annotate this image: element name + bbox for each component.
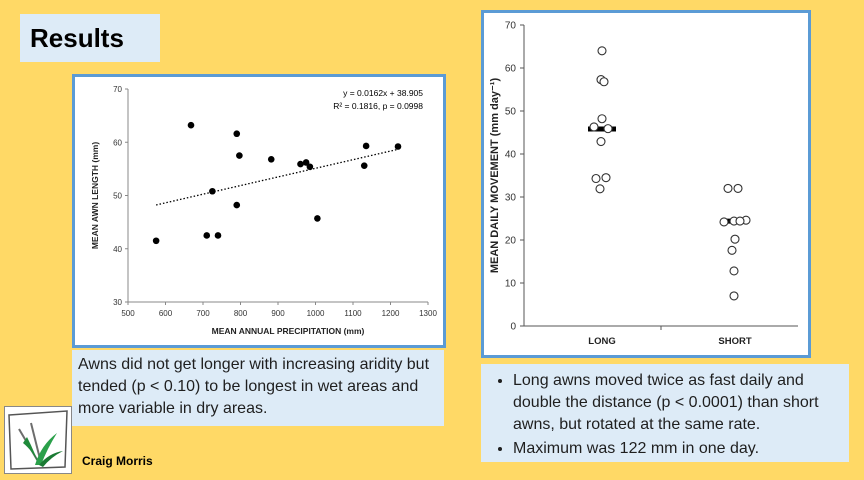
x-tick-label: 1000 bbox=[307, 309, 325, 318]
data-point bbox=[597, 46, 607, 56]
daily-movement-dot-chart: 0 10 20 30 40 50 60 70 LONG SHORT MEAN DAILY MOVEM… bbox=[489, 21, 798, 347]
y-tick-label: 40 bbox=[113, 245, 122, 254]
y-tick-label: 60 bbox=[505, 64, 517, 75]
y-axis-label: MEAN DAILY MOVEMENT (mm day⁻¹) bbox=[489, 78, 501, 274]
x-tick-label: 500 bbox=[121, 309, 135, 318]
data-point bbox=[362, 142, 370, 150]
regression-equation: y = 0.0162x + 38.905 bbox=[343, 88, 423, 98]
x-tick-label: 800 bbox=[234, 309, 248, 318]
regression-stats: R² = 0.1816, p = 0.0998 bbox=[333, 101, 423, 111]
bullet-item: Long awns moved twice as fast daily and … bbox=[513, 370, 839, 436]
slide-title: Results bbox=[20, 14, 160, 62]
y-tick-label: 0 bbox=[510, 322, 516, 333]
grass-seed-logo-icon bbox=[4, 406, 72, 474]
data-point bbox=[597, 114, 607, 124]
data-point bbox=[267, 155, 275, 163]
data-point bbox=[360, 162, 368, 169]
y-tick-label: 70 bbox=[113, 85, 122, 94]
data-point bbox=[603, 124, 613, 134]
data-point bbox=[735, 216, 745, 226]
y-tick-label: 60 bbox=[113, 138, 122, 147]
data-point bbox=[152, 237, 160, 245]
data-point bbox=[729, 291, 739, 301]
y-tick-label: 30 bbox=[505, 193, 517, 204]
data-point bbox=[733, 183, 743, 193]
y-tick-label: 30 bbox=[113, 298, 122, 307]
data-point bbox=[596, 136, 606, 147]
trendline bbox=[155, 148, 399, 206]
data-point bbox=[214, 232, 222, 239]
data-point bbox=[187, 121, 195, 129]
awn-length-chart-panel: 30 40 50 60 70 500 600 700 800 900 1000 1100 1200 130… bbox=[72, 74, 446, 348]
x-tick-label: 900 bbox=[271, 309, 285, 318]
data-point bbox=[589, 122, 599, 132]
y-tick-label: 70 bbox=[505, 21, 517, 32]
data-point bbox=[233, 130, 241, 138]
data-point bbox=[595, 184, 605, 194]
data-point bbox=[727, 245, 737, 255]
data-point bbox=[723, 183, 733, 193]
data-point bbox=[591, 173, 601, 184]
daily-movement-chart-panel: 0 10 20 30 40 50 60 70 LONG SHORT MEAN DAILY MOVEM… bbox=[481, 10, 811, 358]
y-tick-label: 20 bbox=[505, 236, 517, 247]
data-point bbox=[601, 173, 611, 183]
x-category-label: LONG bbox=[588, 336, 615, 347]
data-point bbox=[599, 77, 609, 87]
x-axis-label: MEAN ANNUAL PRECIPITATION (mm) bbox=[212, 326, 365, 336]
data-point bbox=[302, 159, 310, 166]
y-axis-label: MEAN AWN LENGTH (mm) bbox=[90, 142, 100, 250]
x-category-label: SHORT bbox=[718, 336, 751, 347]
data-point bbox=[236, 152, 243, 159]
data-point bbox=[719, 217, 729, 227]
y-tick-label: 40 bbox=[505, 150, 517, 161]
x-tick-label: 1100 bbox=[344, 309, 362, 318]
left-summary-text: Awns did not get longer with increasing … bbox=[72, 350, 444, 426]
data-point bbox=[306, 163, 314, 171]
data-point bbox=[209, 187, 216, 195]
data-point bbox=[730, 234, 740, 244]
data-point bbox=[729, 266, 739, 276]
data-point bbox=[203, 232, 211, 239]
data-point bbox=[394, 143, 402, 150]
data-point bbox=[297, 160, 304, 168]
data-point bbox=[233, 201, 241, 209]
data-point bbox=[314, 215, 321, 222]
x-tick-label: 1200 bbox=[382, 309, 400, 318]
x-tick-label: 1300 bbox=[419, 309, 437, 318]
bullet-item: Maximum was 122 mm in one day. bbox=[513, 438, 839, 460]
author-name: Craig Morris bbox=[82, 454, 153, 468]
awn-length-scatter-chart: 30 40 50 60 70 500 600 700 800 900 1000 1100 1200 130… bbox=[90, 85, 437, 336]
x-tick-label: 600 bbox=[159, 309, 173, 318]
right-summary-box: Long awns moved twice as fast daily and … bbox=[481, 364, 849, 462]
y-tick-label: 50 bbox=[113, 192, 122, 201]
x-tick-label: 700 bbox=[196, 309, 210, 318]
y-tick-label: 50 bbox=[505, 107, 517, 118]
y-tick-label: 10 bbox=[505, 279, 517, 290]
